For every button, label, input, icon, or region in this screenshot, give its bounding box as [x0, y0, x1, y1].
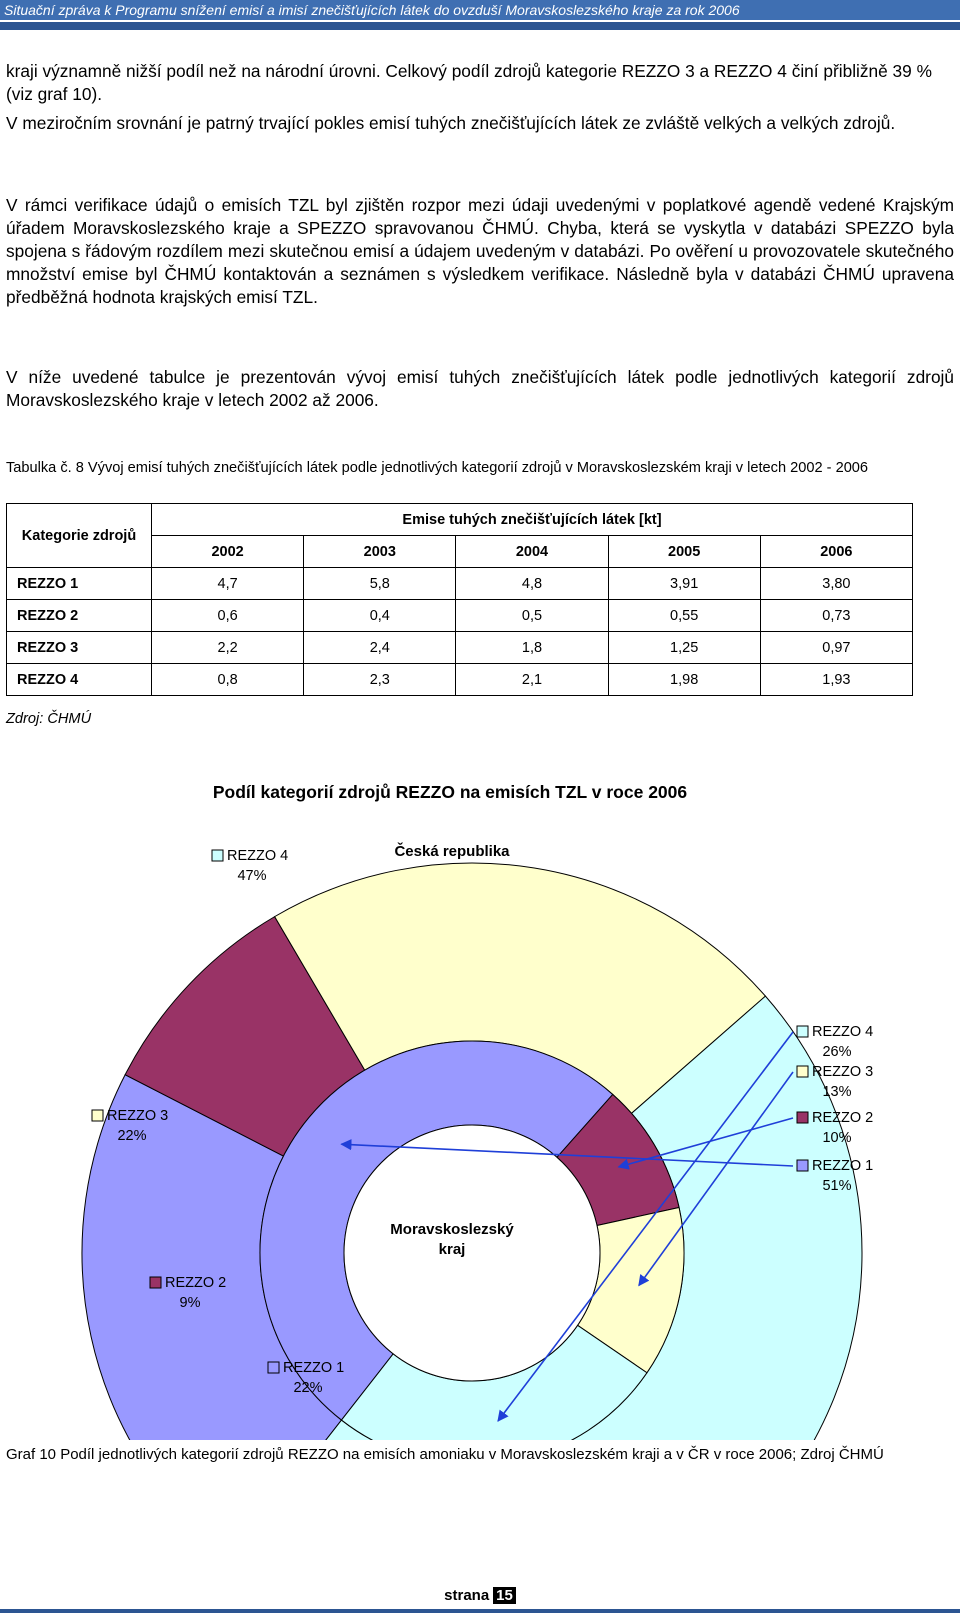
table-cell: 2,3	[303, 663, 457, 696]
paragraph-3: V rámci verifikace údajů o emisích TZL b…	[6, 195, 954, 307]
inner-legend-swatch-rezzo-4	[796, 1025, 809, 1038]
outer-legend-label-rezzo-1: REZZO 1	[283, 1360, 344, 1376]
graph-caption: Graf 10 Podíl jednotlivých kategorií zdr…	[6, 1446, 884, 1463]
inner-legend-label-rezzo-1: REZZO 1	[812, 1158, 873, 1174]
table-cell: 2,4	[303, 631, 457, 664]
chart-canvas: REZZO 1 22% REZZO 2 9% REZZO 3 22% REZZO 4 47% R…	[81, 842, 873, 1440]
table-cell: 4,8	[455, 567, 609, 600]
row-label: REZZO 3	[6, 631, 152, 664]
table-cell: 1,25	[607, 631, 761, 664]
group-header: Emise tuhých znečišťujících látek [kt]	[151, 503, 913, 536]
outer-legend-label-rezzo-3: REZZO 3	[107, 1108, 168, 1124]
page-footer: strana 15	[0, 1587, 960, 1604]
table-cell: 2,1	[455, 663, 609, 696]
arrow-rezzo-1	[340, 1139, 794, 1167]
table-row: REZZO 3 2,2 2,4 1,8 1,25 0,97	[6, 631, 914, 664]
outer-legend-swatch-rezzo-3	[91, 1109, 104, 1122]
outer-legend-value-rezzo-3: 22%	[117, 1128, 146, 1144]
inner-legend-swatch-rezzo-3	[796, 1065, 809, 1078]
running-header: Situační zpráva k Programu snížení emisí…	[0, 0, 960, 20]
paragraph-4: V níže uvedené tabulce je prezentován vý…	[6, 367, 954, 410]
table-cell: 0,55	[607, 599, 761, 632]
outer-legend-label-rezzo-4: REZZO 4	[227, 848, 288, 864]
row-label: REZZO 4	[6, 663, 152, 696]
outer-legend-swatch-rezzo-2	[149, 1276, 162, 1289]
donut-hole	[343, 1124, 601, 1382]
category-header: Kategorie zdrojů	[6, 503, 152, 568]
table-cell: 1,8	[455, 631, 609, 664]
table-cell: 3,91	[607, 567, 761, 600]
table-cell: 0,97	[759, 631, 914, 664]
series-label-inner: kraj	[439, 1241, 466, 1258]
emissions-table: Kategorie zdrojů Emise tuhých znečišťují…	[6, 503, 914, 696]
series-label-outer: Česká republika	[394, 842, 510, 860]
table-cell: 0,6	[150, 599, 305, 632]
table-caption: Tabulka č. 8 Vývoj emisí tuhých znečišťu…	[6, 460, 869, 476]
table-cell: 2,2	[150, 631, 305, 664]
inner-legend-swatch-rezzo-1	[796, 1159, 809, 1172]
arrow-rezzo-2	[617, 1117, 794, 1170]
paragraph-2: V meziročním srovnání je patrný trvající…	[6, 113, 896, 133]
series-label-inner: Moravskoslezský	[390, 1221, 514, 1238]
table-row: REZZO 4 0,8 2,3 2,1 1,98 1,93	[6, 663, 914, 696]
inner-legend-value-rezzo-4: 26%	[822, 1044, 851, 1060]
table-cell: 5,8	[303, 567, 457, 600]
header-rule	[0, 22, 960, 30]
donut-chart: Podíl kategorií zdrojů REZZO na emisích …	[0, 760, 960, 1440]
table-cell: 1,93	[759, 663, 914, 696]
table-row: REZZO 2 0,6 0,4 0,5 0,55 0,73	[6, 599, 914, 632]
arrow-rezzo-3	[638, 1071, 794, 1287]
inner-legend-swatch-rezzo-2	[796, 1111, 809, 1124]
table-cell: 0,8	[150, 663, 305, 696]
table-cell: 3,80	[759, 567, 914, 600]
outer-legend-swatch-rezzo-1	[267, 1361, 280, 1374]
year-header: 2005	[607, 535, 761, 568]
paragraph-1: kraji významně nižší podíl než na národn…	[6, 61, 932, 104]
row-label: REZZO 1	[6, 567, 152, 600]
table-cell: 0,73	[759, 599, 914, 632]
outer-legend-swatch-rezzo-4	[211, 849, 224, 862]
outer-legend-value-rezzo-1: 22%	[293, 1380, 322, 1396]
row-label: REZZO 2	[6, 599, 152, 632]
table-cell: 4,7	[150, 567, 305, 600]
year-header: 2004	[455, 535, 609, 568]
outer-legend-value-rezzo-2: 9%	[180, 1295, 201, 1311]
table-cell: 0,5	[455, 599, 609, 632]
inner-legend-value-rezzo-2: 10%	[822, 1130, 851, 1146]
inner-legend-value-rezzo-3: 13%	[822, 1084, 851, 1100]
year-header: 2003	[303, 535, 457, 568]
arrow-rezzo-4	[497, 1031, 794, 1422]
year-header: 2002	[150, 535, 305, 568]
inner-legend-label-rezzo-4: REZZO 4	[812, 1024, 873, 1040]
inner-legend-label-rezzo-2: REZZO 2	[812, 1110, 873, 1126]
table-cell: 1,98	[607, 663, 761, 696]
year-header: 2006	[759, 535, 914, 568]
page-number: 15	[493, 1587, 516, 1604]
table-cell: 0,4	[303, 599, 457, 632]
outer-legend-value-rezzo-4: 47%	[237, 868, 266, 884]
table-row: REZZO 1 4,7 5,8 4,8 3,91 3,80	[6, 567, 914, 600]
chart-title: Podíl kategorií zdrojů REZZO na emisích …	[212, 782, 688, 802]
inner-legend-label-rezzo-3: REZZO 3	[812, 1064, 873, 1080]
table-source: Zdroj: ČHMÚ	[6, 711, 92, 727]
page-label: strana	[444, 1587, 490, 1604]
outer-legend-label-rezzo-2: REZZO 2	[165, 1275, 226, 1291]
footer-rule	[0, 1609, 960, 1613]
inner-legend-value-rezzo-1: 51%	[822, 1178, 851, 1194]
